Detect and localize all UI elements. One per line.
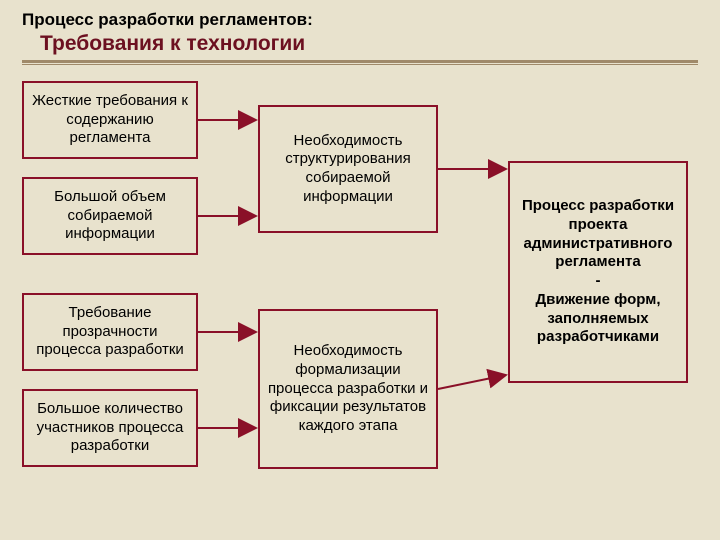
canvas: Жесткие требования к содержанию регламен… [0,63,720,523]
left-box-strict-reqs: Жесткие требования к содержанию регламен… [22,81,198,159]
left-box-many-participants: Большое количество участников процесса р… [22,389,198,467]
right-box-process-dev: Процесс разработки проекта административ… [508,161,688,383]
left-box-large-volume: Большой объем собираемой информации [22,177,198,255]
left-box-transparency: Требование прозрачности процесса разрабо… [22,293,198,371]
title: Требования к технологии [22,32,698,56]
arrow [438,375,506,389]
header: Процесс разработки регламентов: Требован… [0,0,720,56]
mid-box-need-structuring: Необходимость структурирования собираемо… [258,105,438,233]
supertitle: Процесс разработки регламентов: [22,10,698,30]
mid-box-need-formalization: Необходимость формализации процесса разр… [258,309,438,469]
